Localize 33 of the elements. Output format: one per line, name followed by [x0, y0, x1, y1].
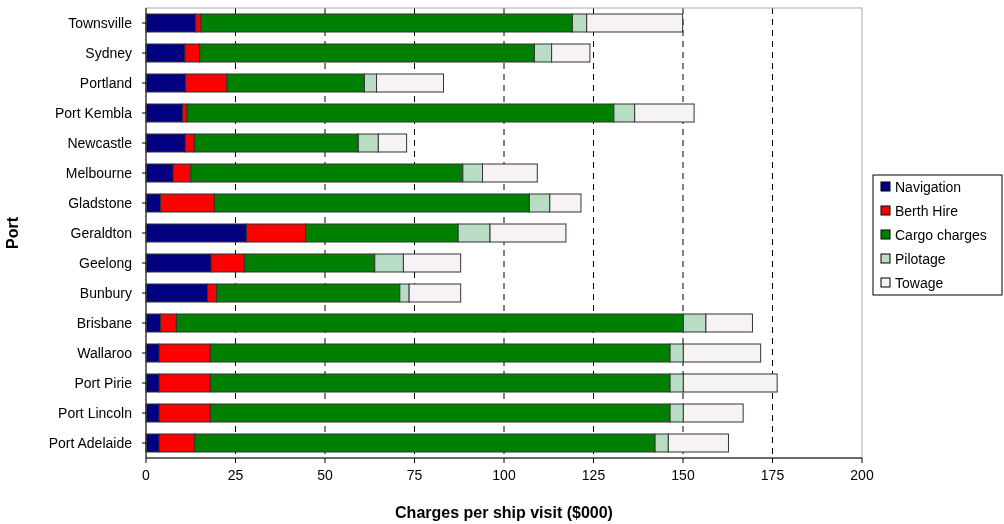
y-tick-label: Gladstone — [68, 194, 133, 211]
y-tick-label: Port Adelaide — [48, 434, 133, 451]
legend-label: Pilotage — [895, 250, 946, 267]
bar — [145, 13, 197, 33]
y-tick-label: Port Pirie — [74, 374, 133, 391]
x-axis-title: Charges per ship visit ($000) — [395, 504, 613, 521]
y-tick-label: Geraldton — [70, 224, 132, 241]
legend-label: Cargo charges — [895, 226, 987, 243]
x-tick-label: 100 — [492, 467, 516, 483]
y-tick-label: Geelong — [79, 254, 132, 271]
legend-label: Navigation — [895, 178, 962, 195]
y-tick-label: Bunbury — [79, 284, 132, 301]
x-tick-label: 25 — [227, 467, 244, 483]
text: Towage — [895, 274, 944, 291]
y-tick-label: Port Lincoln — [58, 404, 132, 421]
x-tick-label: 175 — [760, 467, 785, 483]
x-tick-label: 75 — [406, 467, 423, 483]
y-tick-label: Brisbane — [76, 314, 133, 331]
y-tick-label: Townsville — [68, 14, 133, 31]
legend-label: Berth Hire — [895, 202, 959, 219]
y-tick-label: Port Kembla — [54, 104, 133, 121]
x-tick-label: 0 — [142, 467, 151, 483]
x-tick-label: 200 — [850, 467, 874, 483]
bar — [145, 103, 184, 123]
y-tick-label: Newcastle — [67, 134, 133, 151]
y-tick-label: Wallaroo — [77, 344, 133, 361]
y-tick-label: Sydney — [85, 44, 132, 61]
y-tick-label: Melbourne — [65, 164, 133, 181]
x-tick-label: 125 — [581, 467, 606, 483]
x-tick-label: 50 — [317, 467, 333, 483]
y-axis-title: Port — [4, 216, 21, 249]
x-tick-label: 150 — [671, 467, 695, 483]
y-tick-label: Portland — [79, 74, 132, 91]
